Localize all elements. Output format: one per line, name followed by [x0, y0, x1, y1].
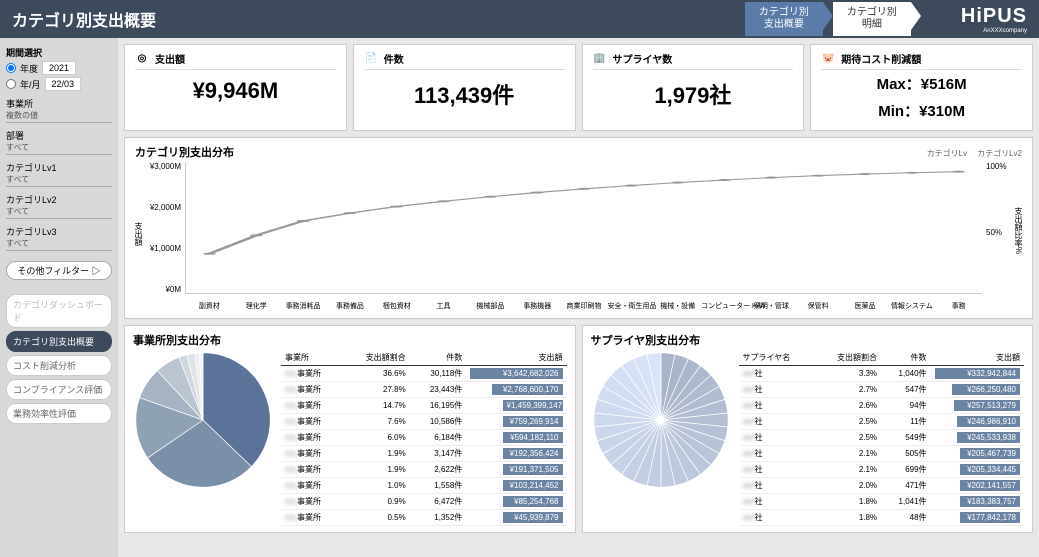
table-row[interactable]: xxx社2.0%471件¥202,141,557	[739, 478, 1025, 494]
sidebar: 期間選択 年度 2021 年/月 22/03 事業所複数の値部署すべてカテゴリL…	[0, 38, 118, 557]
year-value[interactable]: 2021	[42, 61, 76, 75]
filter-value[interactable]: すべて	[6, 142, 112, 155]
table-row[interactable]: xxx社2.1%699件¥205,334,445	[739, 462, 1025, 478]
other-filter-button[interactable]: その他フィルター ▷	[6, 261, 112, 280]
filter-label: カテゴリLv3	[6, 225, 112, 238]
pareto-title: カテゴリ別支出分布	[135, 144, 234, 160]
header: カテゴリ別支出概要 カテゴリ別 支出概要 カテゴリ別 明細 HiPUS AnXX…	[0, 0, 1039, 38]
office-table: 事業所支出額割合件数支出額xxx事業所36.6%30,118件¥3,642,68…	[281, 350, 567, 526]
nav-tab-overview[interactable]: カテゴリ別 支出概要	[745, 2, 823, 36]
office-title: 事業所別支出分布	[133, 332, 567, 348]
pareto-chart: 支出額 ¥3,000M¥2,000M¥1,000M¥0M 副資材理化学事務消耗品…	[135, 162, 1022, 312]
radio-month[interactable]	[6, 79, 16, 89]
table-row[interactable]: xxx事業所14.7%16,195件¥1,459,399,147	[281, 398, 567, 414]
filter-label: カテゴリLv2	[6, 193, 112, 206]
sidebar-nav-item[interactable]: コスト削減分析	[6, 355, 112, 376]
sidebar-nav-item[interactable]: コンプライアンス評価	[6, 379, 112, 400]
office-pie	[133, 350, 273, 490]
table-row[interactable]: xxx社1.8%1,041件¥183,383,757	[739, 494, 1025, 510]
table-row[interactable]: xxx事業所0.9%6,472件¥85,254,768	[281, 494, 567, 510]
table-row[interactable]: xxx事業所1.9%3,147件¥192,356,424	[281, 446, 567, 462]
page-title: カテゴリ別支出概要	[12, 7, 745, 31]
pareto-chart-card: カテゴリ別支出分布 カテゴリLvカテゴリLv2 支出額 ¥3,000M¥2,00…	[124, 137, 1033, 319]
kpi-card: ◎支出額¥9,946M	[124, 44, 347, 131]
table-row[interactable]: xxx社2.5%11件¥246,986,910	[739, 414, 1025, 430]
doc-icon: 📄	[364, 52, 378, 66]
logo: HiPUS	[961, 5, 1027, 28]
coin-icon: ◎	[135, 52, 149, 66]
period-title: 期間選択	[6, 46, 112, 59]
table-row[interactable]: xxx社3.3%1,040件¥332,942,844	[739, 366, 1025, 382]
sidebar-nav-item[interactable]: 業務効率性評価	[6, 403, 112, 424]
logo-subtitle: AnXXXcompany	[941, 28, 1027, 34]
pareto-legend: カテゴリLvカテゴリLv2	[917, 148, 1022, 159]
building-icon: 🏢	[593, 52, 607, 66]
filter-value[interactable]: すべて	[6, 206, 112, 219]
filter-value[interactable]: 複数の値	[6, 110, 112, 123]
table-row[interactable]: xxx社1.8%48件¥177,842,178	[739, 510, 1025, 526]
supplier-card: サプライヤ別支出分布 サプライヤ名支出額割合件数支出額xxx社3.3%1,040…	[582, 325, 1034, 533]
table-row[interactable]: xxx事業所36.6%30,118件¥3,642,682,026	[281, 366, 567, 382]
supplier-table: サプライヤ名支出額割合件数支出額xxx社3.3%1,040件¥332,942,8…	[739, 350, 1025, 526]
filter-value[interactable]: すべて	[6, 238, 112, 251]
table-row[interactable]: xxx事業所1.9%2,622件¥191,371,505	[281, 462, 567, 478]
filter-label: 事業所	[6, 97, 112, 110]
table-row[interactable]: xxx社2.6%94件¥257,513,279	[739, 398, 1025, 414]
table-row[interactable]: xxx事業所7.6%10,586件¥759,269,914	[281, 414, 567, 430]
month-value[interactable]: 22/03	[45, 77, 82, 91]
table-row[interactable]: xxx社2.1%505件¥205,467,739	[739, 446, 1025, 462]
table-row[interactable]: xxx事業所6.0%6,184件¥594,182,110	[281, 430, 567, 446]
sidebar-nav-item[interactable]: カテゴリダッシュボード	[6, 294, 112, 328]
table-row[interactable]: xxx社2.5%549件¥245,533,938	[739, 430, 1025, 446]
nav-tab-detail[interactable]: カテゴリ別 明細	[833, 2, 911, 36]
radio-year[interactable]	[6, 63, 16, 73]
filter-label: カテゴリLv1	[6, 161, 112, 174]
table-row[interactable]: xxx事業所27.8%23,443件¥2,768,600,170	[281, 382, 567, 398]
table-row[interactable]: xxx事業所0.5%1,352件¥45,939,879	[281, 510, 567, 526]
piggy-icon: 🐷	[821, 52, 835, 66]
filter-value[interactable]: すべて	[6, 174, 112, 187]
kpi-card: 📄件数113,439件	[353, 44, 576, 131]
kpi-card: 🐷期待コスト削減額Max：¥516MMin：¥310M	[810, 44, 1033, 131]
filter-label: 部署	[6, 129, 112, 142]
nav-tabs: カテゴリ別 支出概要 カテゴリ別 明細	[745, 2, 921, 36]
sidebar-nav-item[interactable]: カテゴリ別支出概要	[6, 331, 112, 352]
supplier-pie	[591, 350, 731, 490]
office-card: 事業所別支出分布 事業所支出額割合件数支出額xxx事業所36.6%30,118件…	[124, 325, 576, 533]
kpi-card: 🏢サプライヤ数1,979社	[582, 44, 805, 131]
table-row[interactable]: xxx社2.7%547件¥266,250,480	[739, 382, 1025, 398]
table-row[interactable]: xxx事業所1.0%1,558件¥103,214,452	[281, 478, 567, 494]
supplier-title: サプライヤ別支出分布	[591, 332, 1025, 348]
